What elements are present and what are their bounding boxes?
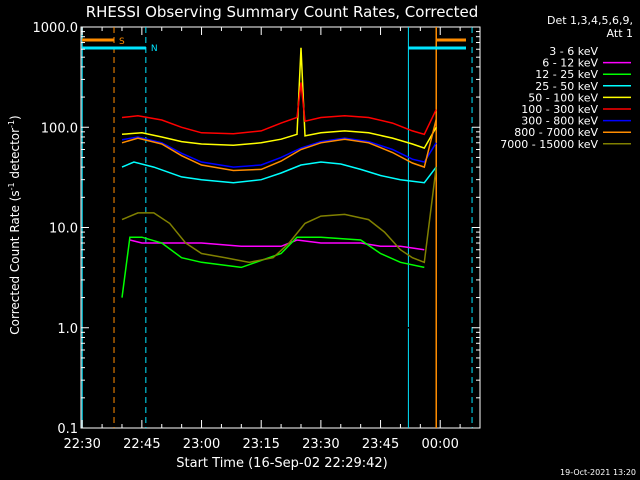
x-tick-label: 00:00	[421, 437, 458, 452]
series-line-3	[121, 161, 437, 184]
x-tick-label: 23:00	[183, 437, 220, 452]
legend-label-0: 3 - 6 keV	[549, 45, 598, 58]
y-tick-label: 1000.0	[33, 21, 79, 36]
y-axis-title-b: detector	[8, 128, 22, 183]
y-axis-title-a: Corrected Count Rate (s	[8, 190, 22, 334]
legend-label-4: 50 - 100 keV	[528, 91, 598, 104]
n-marker-label: N	[151, 44, 158, 54]
series-line-7	[121, 119, 437, 172]
x-tick-label: 22:30	[63, 437, 100, 452]
y-axis-title: Corrected Count Rate (s-1 detector-1)	[7, 115, 22, 334]
x-tick-label: 23:45	[362, 437, 399, 452]
s-marker-label: S	[119, 37, 125, 47]
legend-header-2: Att 1	[607, 27, 633, 40]
y-tick-label: 0.1	[57, 422, 78, 437]
y-tick-label: 100.0	[41, 121, 78, 136]
legend-header-1: Det 1,3,4,5,6,9,	[547, 14, 633, 27]
legend-label-2: 12 - 25 keV	[535, 68, 598, 81]
y-tick-label: 10.0	[49, 222, 78, 237]
legend-label-5: 100 - 300 keV	[521, 103, 598, 116]
legend-label-7: 800 - 7000 keV	[514, 126, 598, 139]
chart-title: RHESSI Observing Summary Count Rates, Co…	[86, 3, 479, 21]
legend-label-8: 7000 - 15000 keV	[500, 138, 598, 151]
x-tick-label: 22:45	[123, 437, 160, 452]
footer-date: 19-Oct-2021 13:20	[560, 468, 636, 477]
legend-label-1: 6 - 12 keV	[542, 57, 598, 70]
y-axis-title-sup2: -1	[7, 120, 16, 128]
series-line-6	[121, 136, 437, 168]
series-line-8	[121, 167, 437, 264]
series-line-4	[121, 47, 437, 150]
x-tick-label: 23:15	[242, 437, 279, 452]
legend-label-3: 25 - 50 keV	[535, 80, 598, 93]
legend-label-6: 300 - 800 keV	[521, 115, 598, 128]
y-axis-title-c: )	[8, 115, 22, 120]
y-tick-label: 1.0	[57, 322, 78, 337]
series-line-5	[121, 82, 437, 136]
x-tick-label: 23:30	[302, 437, 339, 452]
y-axis-title-sup1: -1	[7, 182, 16, 190]
x-axis-title: Start Time (16-Sep-02 22:29:42)	[176, 456, 387, 471]
series-line-0	[126, 266, 421, 329]
